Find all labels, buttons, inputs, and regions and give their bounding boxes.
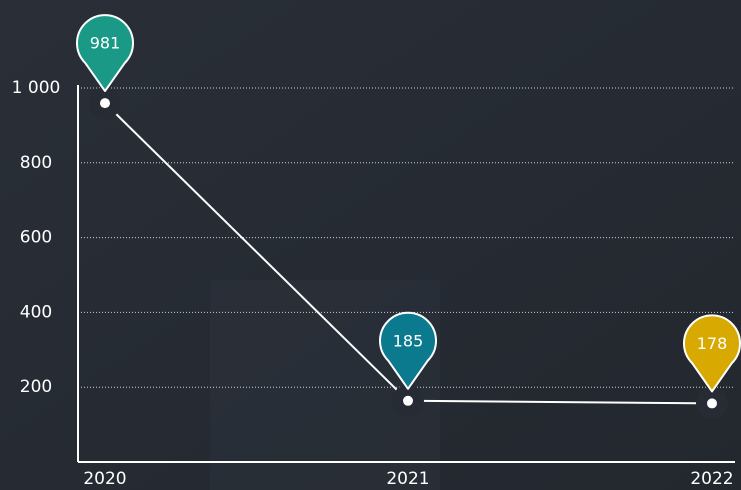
y-tick-label: 200 <box>20 377 52 397</box>
x-tick-label: 2020 <box>83 469 126 489</box>
point <box>403 395 413 406</box>
pin <box>683 314 741 393</box>
x-tick-label: 2022 <box>690 469 733 489</box>
pin <box>76 14 134 93</box>
data-label: 981 <box>90 34 121 53</box>
data-label: 185 <box>393 331 424 350</box>
y-tick-label: 1 000 <box>12 78 61 98</box>
y-tick-label: 600 <box>20 228 52 248</box>
pin <box>379 311 437 390</box>
point <box>707 398 717 409</box>
y-tick-label: 400 <box>20 302 52 322</box>
point <box>100 98 110 109</box>
data-label: 178 <box>697 334 728 353</box>
x-tick-label: 2021 <box>386 469 429 489</box>
y-tick-label: 800 <box>20 153 52 173</box>
